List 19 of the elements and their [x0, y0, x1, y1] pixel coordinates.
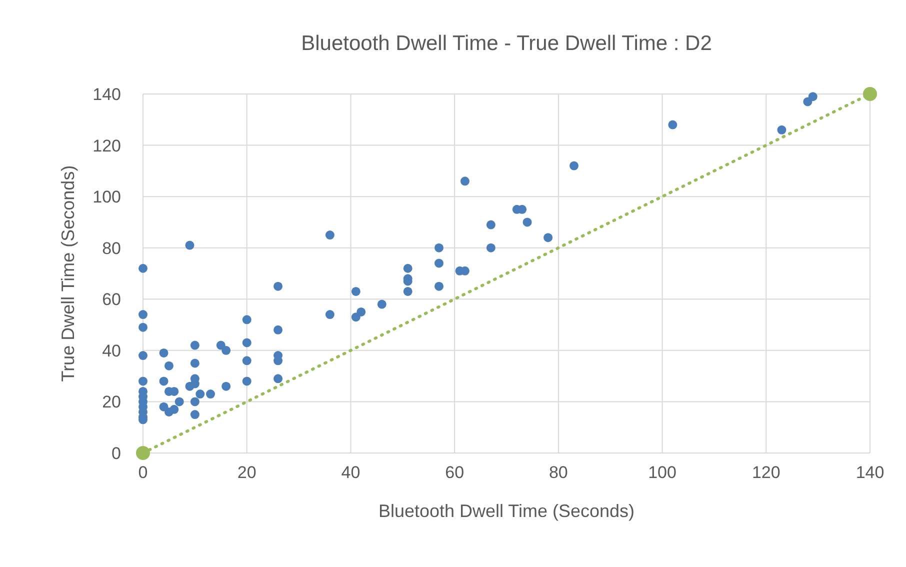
- x-tick-label: 0: [138, 463, 148, 482]
- y-tick-label: 80: [102, 238, 121, 258]
- y-tick-label: 120: [92, 136, 121, 156]
- y-tick-label: 60: [102, 290, 121, 310]
- x-tick-label: 140: [856, 463, 884, 482]
- x-tick-label: 120: [752, 463, 780, 482]
- y-tick-label: 100: [92, 188, 121, 207]
- x-tick-label: 60: [445, 463, 464, 482]
- x-tick-label: 20: [237, 463, 256, 482]
- x-tick-label: 40: [341, 463, 360, 482]
- x-axis-title: Bluetooth Dwell Time (Seconds): [378, 501, 635, 521]
- y-tick-label: 140: [92, 85, 121, 104]
- chart-title: Bluetooth Dwell Time - True Dwell Time : D2: [301, 32, 712, 55]
- y-axis-title: True Dwell Time (Seconds): [58, 165, 78, 382]
- y-tick-label: 0: [112, 444, 121, 463]
- y-tick-label: 40: [102, 341, 121, 360]
- y-tick-label: 20: [102, 392, 121, 412]
- x-tick-label: 100: [648, 463, 676, 482]
- x-tick-label: 80: [548, 463, 568, 482]
